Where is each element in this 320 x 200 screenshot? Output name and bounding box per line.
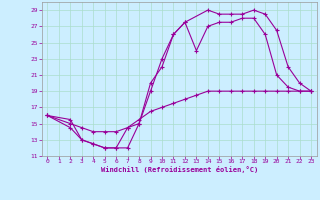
X-axis label: Windchill (Refroidissement éolien,°C): Windchill (Refroidissement éolien,°C) xyxy=(100,166,258,173)
